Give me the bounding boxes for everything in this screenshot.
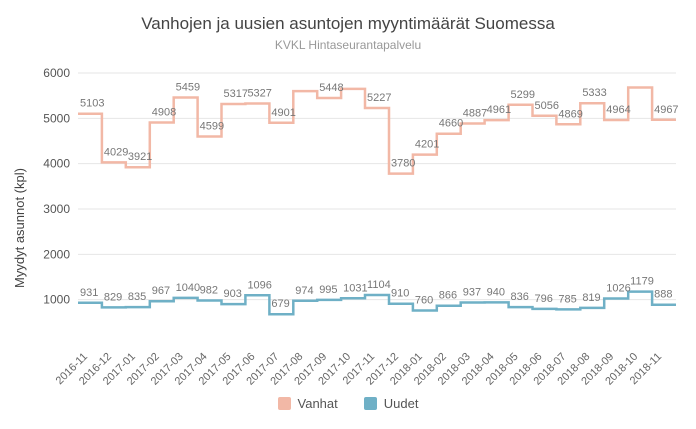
series-line-uudet: [78, 290, 676, 316]
data-label: 995: [319, 284, 337, 296]
data-label: 903: [224, 288, 242, 300]
data-label: 967: [152, 285, 170, 297]
data-label: 1031: [343, 282, 367, 294]
data-label: 5103: [80, 98, 104, 110]
data-label: 836: [511, 291, 529, 303]
data-label: 5317: [224, 88, 248, 100]
data-label: 910: [391, 288, 409, 300]
data-label: 4908: [152, 107, 176, 119]
data-label: 888: [654, 289, 672, 301]
data-label: 4961: [487, 104, 511, 116]
data-label: 5056: [534, 100, 558, 112]
y-tick-label: 2000: [43, 247, 70, 261]
data-label: 940: [487, 286, 505, 298]
data-label: 931: [80, 287, 98, 299]
data-label: 866: [439, 290, 457, 302]
data-label: 937: [463, 287, 481, 299]
y-tick-label: 3000: [43, 202, 70, 216]
legend: Vanhat Uudet: [0, 396, 696, 411]
data-label: 5227: [367, 92, 391, 104]
data-label: 4660: [439, 118, 463, 130]
data-label: 3780: [391, 158, 415, 170]
data-label: 5327: [247, 88, 271, 100]
data-label: 4967: [654, 104, 678, 116]
data-label: 785: [558, 293, 576, 305]
data-label: 1026: [606, 282, 630, 294]
legend-label-vanhat: Vanhat: [297, 396, 338, 411]
y-tick-label: 6000: [43, 66, 70, 80]
data-label: 1096: [247, 279, 271, 291]
y-tick-label: 1000: [43, 293, 70, 307]
data-label: 1040: [176, 282, 200, 294]
data-label: 5333: [582, 87, 606, 99]
chart-title: Vanhojen ja uusien asuntojen myyntimäärä…: [141, 14, 555, 33]
data-label: 4029: [104, 146, 128, 158]
data-label: 982: [200, 284, 218, 296]
data-label: 1104: [367, 279, 391, 291]
data-label: 819: [582, 292, 600, 304]
data-label: 4599: [200, 121, 224, 133]
data-label: 1179: [630, 276, 654, 288]
data-label: 4901: [271, 107, 295, 119]
data-label: 4201: [415, 139, 439, 151]
legend-label-uudet: Uudet: [383, 396, 419, 411]
data-label: 3921: [128, 151, 152, 163]
data-label: 829: [104, 291, 122, 303]
data-label: 5299: [511, 89, 535, 101]
data-label: 679: [271, 298, 289, 310]
data-label: 974: [295, 285, 313, 297]
data-label: 5448: [319, 82, 343, 94]
legend-swatch-uudet: [363, 397, 377, 410]
data-label: 5459: [176, 82, 200, 94]
y-tick-label: 4000: [43, 157, 70, 171]
legend-item-uudet[interactable]: Uudet: [363, 396, 419, 411]
data-label: 796: [534, 293, 552, 305]
chart-subtitle: KVKL Hintaseurantapalvelu: [274, 38, 422, 52]
data-label: 4964: [606, 104, 630, 116]
data-label: 4887: [463, 107, 487, 119]
data-label: 835: [128, 291, 146, 303]
y-tick-label: 5000: [43, 111, 70, 125]
legend-swatch-vanhat: [277, 397, 291, 410]
legend-item-vanhat[interactable]: Vanhat: [277, 396, 338, 411]
series-line-vanhat: [78, 86, 676, 175]
data-label: 760: [415, 295, 433, 307]
data-label: 4869: [558, 108, 582, 120]
